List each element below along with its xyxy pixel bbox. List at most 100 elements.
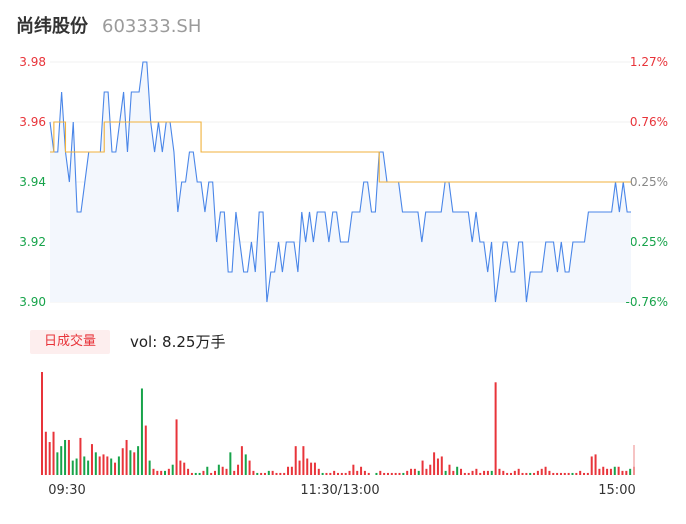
- volume-bar: [202, 470, 205, 475]
- volume-bar: [263, 472, 266, 475]
- volume-bar: [114, 462, 117, 475]
- volume-bar: [217, 464, 220, 475]
- volume-bar: [321, 472, 324, 475]
- volume-bar: [436, 458, 439, 475]
- volume-bar: [137, 446, 140, 475]
- volume-bar: [529, 472, 532, 475]
- price-area: [50, 62, 631, 302]
- volume-bar: [583, 472, 586, 475]
- volume-bar: [160, 470, 163, 475]
- volume-bar: [94, 452, 97, 475]
- volume-bar: [433, 452, 436, 475]
- volume-bar: [452, 470, 455, 475]
- volume-bar: [494, 382, 497, 475]
- volume-bar: [67, 439, 70, 475]
- volume-bar: [294, 446, 297, 475]
- volume-bar: [164, 470, 167, 475]
- volume-bar: [356, 470, 359, 475]
- volume-bar: [421, 460, 424, 475]
- volume-bar: [429, 464, 432, 475]
- y-tick-label: 3.92: [19, 235, 46, 249]
- volume-bar: [348, 470, 351, 475]
- volume-bar: [333, 470, 336, 475]
- y-tick-label: 3.98: [19, 55, 46, 69]
- volume-bar: [298, 460, 301, 475]
- volume-bar: [75, 458, 78, 475]
- volume-bar: [540, 468, 543, 475]
- volume-bar: [502, 470, 505, 475]
- volume-bar: [167, 468, 170, 475]
- volume-prefix: vol:: [130, 333, 163, 351]
- volume-bar: [144, 425, 147, 475]
- volume-bar: [394, 472, 397, 475]
- volume-bar: [133, 452, 136, 475]
- volume-bar: [552, 472, 555, 475]
- volume-bar: [621, 470, 624, 475]
- volume-bar: [575, 472, 578, 475]
- volume-bar: [240, 446, 243, 475]
- volume-bar: [456, 466, 459, 475]
- volume-bar: [613, 466, 616, 475]
- volume-bar: [609, 468, 612, 475]
- volume-bar: [625, 470, 628, 475]
- volume-bar: [402, 472, 405, 475]
- average-line: [50, 121, 631, 183]
- volume-bar: [267, 470, 270, 475]
- volume-bar: [152, 468, 155, 475]
- volume-bar: [313, 462, 316, 475]
- volume-bar: [41, 372, 43, 475]
- volume-bar: [106, 456, 109, 475]
- volume-bar: [171, 464, 174, 475]
- volume-bar: [425, 468, 428, 475]
- volume-bar: [375, 472, 378, 475]
- pct-tick-label: 0.25%: [630, 175, 668, 189]
- volume-bar: [275, 472, 278, 475]
- pct-tick-label: 1.27%: [630, 55, 668, 69]
- volume-bar: [471, 470, 474, 475]
- volume-tab[interactable]: 日成交量: [30, 330, 110, 354]
- volume-bar: [52, 431, 55, 475]
- volume-bar: [175, 419, 178, 475]
- volume-bar: [586, 472, 589, 475]
- volume-bar: [360, 466, 363, 475]
- volume-bar: [110, 458, 113, 475]
- volume-bar: [194, 472, 197, 475]
- pct-tick-label: 0.76%: [630, 115, 668, 129]
- volume-bar: [598, 468, 601, 475]
- volume-bar: [440, 456, 443, 475]
- pct-tick-label: -0.25%: [626, 235, 668, 249]
- volume-bar: [340, 472, 343, 475]
- volume-bar: [398, 472, 401, 475]
- volume-bar: [417, 470, 420, 475]
- volume-bar: [509, 472, 512, 475]
- volume-bar: [213, 470, 216, 475]
- volume-bar: [79, 437, 82, 475]
- volume-bar: [129, 450, 132, 475]
- volume-bar: [344, 472, 347, 475]
- volume-bar: [256, 472, 259, 475]
- volume-bar: [121, 448, 124, 475]
- volume-bar: [260, 472, 263, 475]
- volume-bar: [544, 466, 547, 475]
- volume-bar: [329, 472, 332, 475]
- volume-bar: [571, 472, 574, 475]
- volume-bar: [475, 468, 478, 475]
- volume-bar: [413, 468, 416, 475]
- volume-bar: [521, 472, 524, 475]
- x-tick-label: 15:00: [598, 483, 635, 498]
- volume-bar: [406, 470, 409, 475]
- stock-header: 尚纬股份 603333.SH: [16, 12, 201, 40]
- volume-bar: [563, 472, 566, 475]
- volume-bar: [271, 470, 274, 475]
- volume-bar: [98, 456, 101, 475]
- y-tick-label: 3.94: [19, 175, 46, 189]
- volume-bar: [279, 472, 282, 475]
- pct-tick-label: -0.76%: [626, 295, 668, 309]
- y-tick-label: 3.96: [19, 115, 46, 129]
- volume-bar: [444, 470, 447, 475]
- volume-bar: [363, 470, 366, 475]
- volume-bar: [125, 439, 128, 475]
- volume-bar: [606, 468, 609, 475]
- volume-bar: [229, 452, 232, 475]
- volume-bar: [302, 446, 305, 475]
